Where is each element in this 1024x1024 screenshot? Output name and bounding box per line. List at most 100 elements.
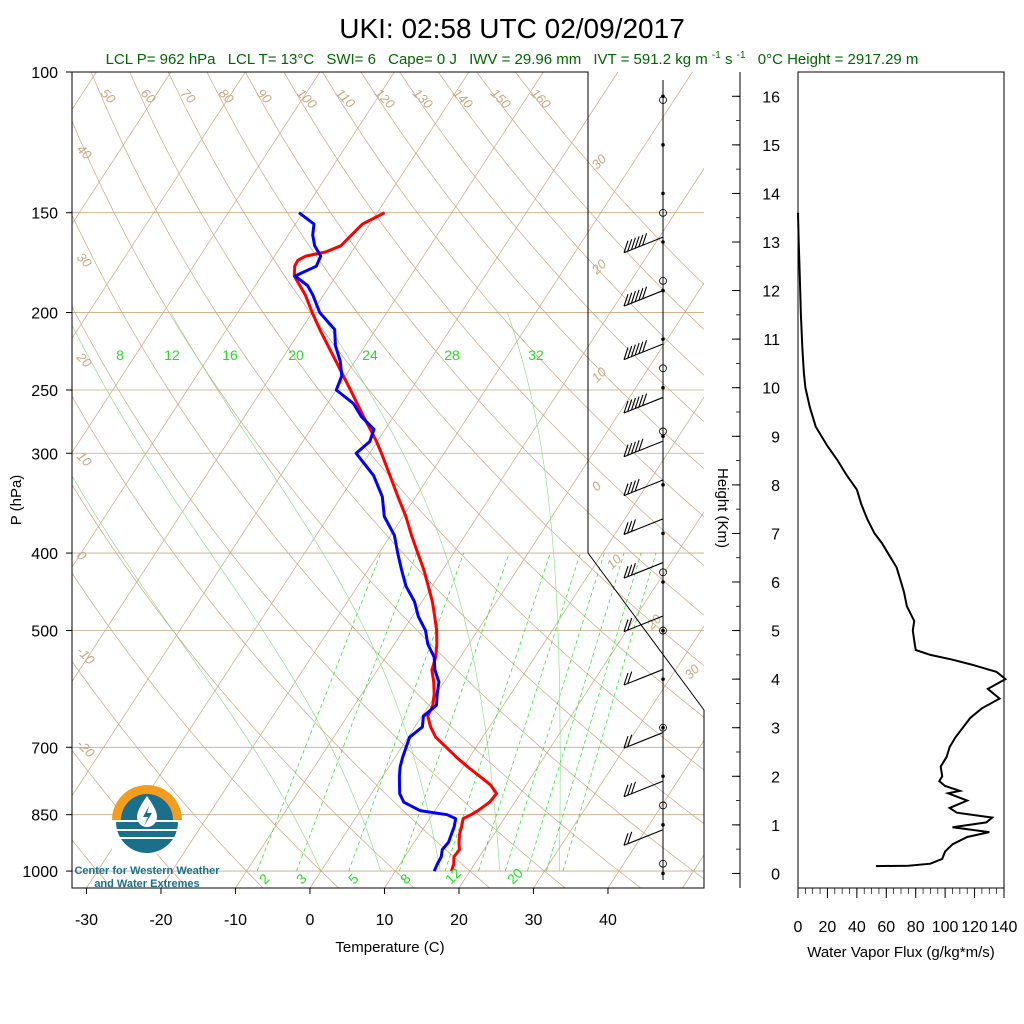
dry-adiabat-line — [72, 305, 566, 888]
wind-barb — [623, 233, 664, 254]
level-marker — [659, 208, 667, 217]
temperature-tick-label: -20 — [149, 912, 172, 929]
height-tick-label: 16 — [762, 89, 780, 106]
height-dot — [661, 725, 665, 730]
moist-adiabat-line — [507, 312, 561, 872]
flux-tick-label: 0 — [794, 919, 803, 936]
skewt-sounding-lines — [292, 211, 499, 872]
height-tick-label: 9 — [771, 429, 780, 446]
logo-line1: Center for Western Weather — [74, 865, 220, 877]
dry-adiabat-line — [283, 72, 704, 566]
level-marker — [659, 626, 667, 635]
flux-tick-label: 40 — [848, 919, 866, 936]
pressure-tick-label: 1000 — [22, 864, 58, 881]
mixing-ratio-label: 12 — [164, 347, 180, 363]
temperature-tick-label: 20 — [450, 912, 468, 929]
height-tick-label: 8 — [771, 478, 780, 495]
height-dot — [661, 483, 665, 487]
logo-line2: and Water Extremes — [94, 878, 199, 890]
mixing-ratio-line — [562, 553, 657, 872]
mixing-ratio-label: 32 — [528, 347, 544, 363]
wind-barb — [623, 829, 664, 846]
mixing-ratio-label: 28 — [444, 347, 460, 363]
isotherm-line — [72, 72, 246, 339]
level-marker — [659, 427, 667, 436]
height-tick-label: 14 — [762, 186, 780, 203]
flux-ylabel: Height (Km) — [714, 468, 731, 548]
height-dot — [661, 580, 665, 584]
flux-tick-label: 20 — [819, 919, 837, 936]
isotherm-line — [533, 625, 704, 888]
level-marker — [659, 859, 667, 868]
dry-adiabat-line — [72, 214, 642, 888]
isotherm-line — [384, 396, 704, 888]
stats-line: LCL P= 962 hPa LCL T= 13°C SWI= 6 Cape= … — [106, 45, 919, 68]
dry-adiabat-line — [72, 120, 704, 880]
height-tick-label: 15 — [762, 138, 780, 155]
cw3e-logo: Center for Western Weather and Water Ext… — [74, 785, 220, 890]
dry-adiabat-line — [322, 72, 704, 518]
dry-adiabat-line — [90, 72, 704, 825]
pressure-tick-label: 700 — [31, 740, 58, 757]
height-tick-label: 12 — [762, 284, 780, 301]
pressure-tick-label: 400 — [31, 546, 58, 563]
skewt-xlabel: Temperature (C) — [335, 939, 444, 956]
isotherm-line — [309, 282, 704, 888]
temperature-trace — [292, 211, 499, 872]
height-tick-label: 7 — [771, 526, 780, 543]
flux-tick-label: 120 — [961, 919, 988, 936]
mixing-ratio-line — [527, 552, 625, 872]
stat-ivt-tail: s — [725, 51, 733, 68]
height-dot — [661, 677, 665, 681]
isotherm-line — [72, 72, 544, 797]
height-tick-label: 11 — [763, 332, 780, 349]
height-tick-label: 10 — [762, 381, 780, 398]
height-dot — [661, 288, 665, 293]
dry-adiabat-line — [72, 484, 415, 888]
pressure-tick-label: 250 — [31, 383, 58, 400]
flux-profile — [797, 212, 1008, 868]
moist-adiabat-line — [320, 312, 501, 872]
pressure-tick-label: 100 — [31, 65, 58, 82]
stat-lcl-t: LCL T= 13°C — [228, 51, 315, 68]
moist-adiabat-line — [170, 312, 441, 872]
height-dot — [661, 143, 665, 147]
mixing-ratio-line — [398, 552, 510, 872]
level-marker — [659, 568, 667, 577]
pressure-tick-label: 500 — [31, 624, 58, 641]
flux-tick-label: 60 — [877, 919, 895, 936]
isotherm-line — [607, 739, 704, 888]
temperature-tick-label: 40 — [599, 912, 617, 929]
dry-adiabat-line — [72, 572, 339, 888]
temperature-tick-label: -30 — [75, 912, 98, 929]
mixing-ratio-label: 16 — [222, 347, 238, 363]
skewt-ylabel: P (hPa) — [8, 475, 25, 526]
wind-barb — [623, 615, 664, 633]
level-marker — [659, 723, 667, 732]
temperature-tick-label: -10 — [224, 912, 247, 929]
figure-title: UKI: 02:58 UTC 02/09/2017 — [339, 13, 685, 44]
stat-cape: Cape= 0 J — [388, 51, 457, 68]
height-dot — [661, 871, 665, 876]
isotherm-line — [160, 72, 693, 888]
wind-barb — [623, 518, 664, 535]
pressure-tick-label: 850 — [31, 808, 58, 825]
dewpoint-trace — [293, 211, 458, 872]
dry-adiabat-line — [72, 395, 490, 888]
flux-profile-line — [797, 212, 1008, 868]
stat-lcl-p: LCL P= 962 hPa — [106, 51, 217, 68]
isotherm-line — [72, 72, 395, 568]
height-tick-label: 5 — [771, 624, 780, 641]
dry-adiabat-line — [206, 72, 704, 667]
flux-tick-label: 80 — [907, 919, 925, 936]
level-marker — [659, 96, 667, 104]
height-dot — [661, 531, 665, 536]
flux-xlabel: Water Vapor Flux (g/kg*m/s) — [807, 944, 995, 961]
stat-swi: SWI= 6 — [326, 51, 376, 68]
wind-barb — [623, 438, 664, 458]
height-dot — [661, 385, 665, 390]
temperature-tick-label: 0 — [306, 912, 315, 929]
pressure-tick-label: 200 — [31, 306, 58, 323]
